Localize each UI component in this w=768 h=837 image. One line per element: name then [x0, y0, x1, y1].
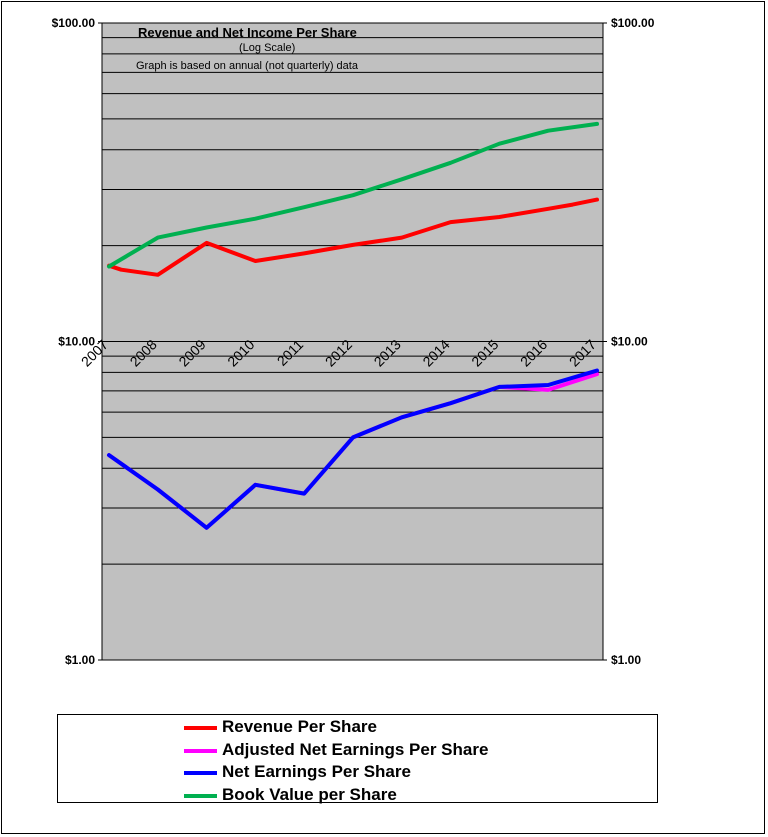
legend-label: Net Earnings Per Share — [222, 762, 411, 781]
series-line-revenue-per-share — [107, 197, 599, 277]
chart-note: Graph is based on annual (not quarterly)… — [136, 60, 358, 72]
legend-swatch — [184, 771, 217, 775]
y-tick-label-left: $10.00 — [58, 335, 95, 349]
legend-swatch — [184, 793, 217, 798]
legend-label: Revenue Per Share — [222, 717, 377, 736]
series-line-book-value-per-share — [107, 121, 599, 269]
legend-label: Book Value per Share — [222, 784, 397, 804]
legend-swatch — [184, 748, 217, 753]
y-axis-left: $100.00 $10.00 $1.00 — [52, 16, 102, 667]
legend: Revenue Per Share Adjusted Net Earnings P… — [57, 714, 658, 804]
y-tick-label-right: $1.00 — [611, 653, 641, 667]
y-tick-label-left: $1.00 — [65, 653, 95, 667]
y-tick-label-right: $10.00 — [611, 335, 648, 349]
y-tick-label-right: $100.00 — [611, 16, 655, 30]
legend-label: Adjusted Net Earnings Per Share — [222, 739, 489, 759]
y-axis-right: $100.00 $10.00 $1.00 — [603, 16, 655, 667]
series-lines — [107, 121, 599, 530]
series-line-net-earnings-per-share — [107, 368, 599, 530]
y-tick-label-left: $100.00 — [52, 16, 96, 30]
legend-swatch — [184, 726, 217, 730]
chart-title: Revenue and Net Income Per Share — [138, 25, 357, 40]
chart-subtitle: (Log Scale) — [239, 42, 296, 54]
